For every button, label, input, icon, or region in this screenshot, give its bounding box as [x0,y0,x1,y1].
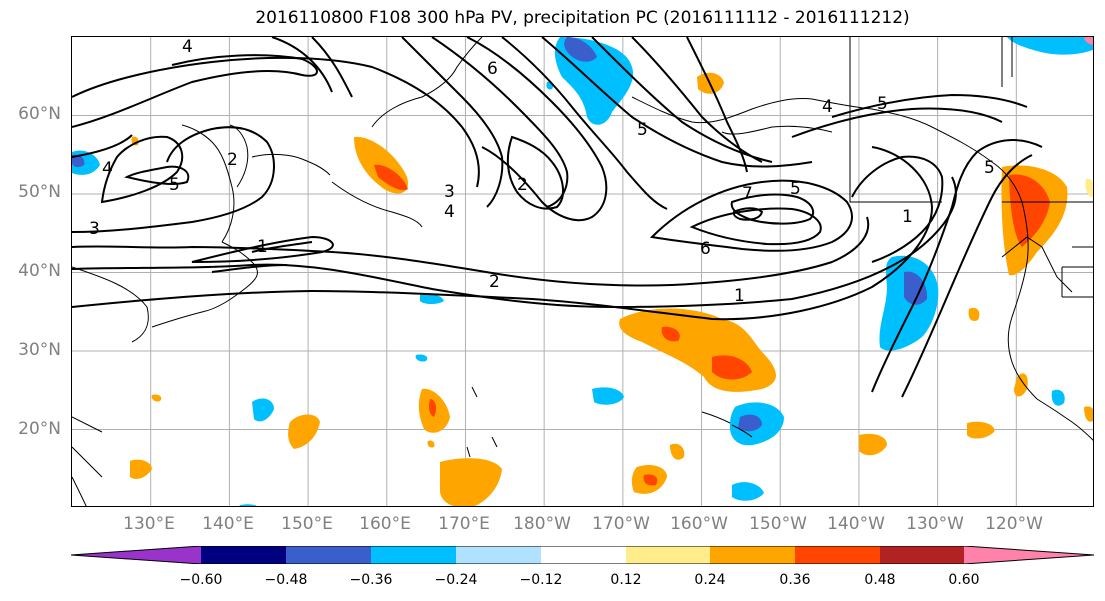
pv-label: 4 [444,202,455,222]
pv-label: 6 [487,59,498,79]
map-svg: 4 6 5 4 5 4 5 3 2 3 2 4 7 5 1 5 1 6 2 1 [72,37,1093,506]
pv-label: 5 [637,120,648,140]
lon-label-130e: 130°E [123,514,175,534]
pv-label: 2 [517,175,528,195]
colorbar-tick-label: 0.60 [948,572,980,588]
lon-label-120w: 120°W [985,514,1043,534]
lon-label-170e: 170°E [438,514,490,534]
graticule [72,37,1093,506]
colorbar-segment [456,546,541,564]
lon-label-140w: 140°W [827,514,885,534]
colorbar-tick-label: −0.36 [349,572,393,588]
colorbar-extend-low [71,546,201,564]
pv-label: 3 [444,182,455,202]
pv-label: 5 [790,179,801,199]
colorbar-segment [710,546,795,564]
lon-label-160e: 160°E [359,514,411,534]
lon-label-130w: 130°W [906,514,964,534]
pv-label: 4 [182,37,193,57]
colorbar-segment [880,546,964,564]
colorbar-tick-label: 0.36 [779,572,811,588]
colorbar-tick-label: −0.60 [179,572,223,588]
lon-label-170w: 170°W [592,514,650,534]
colorbar-segment [201,546,286,564]
pv-contours [72,37,1043,398]
colorbar-tick-label: −0.48 [264,572,308,588]
lat-label-60n: 60°N [18,104,61,124]
lat-label-30n: 30°N [18,340,61,360]
lon-label-150e: 150°E [281,514,333,534]
pv-label: 4 [102,159,113,179]
pv-label: 2 [227,150,238,170]
pv-label: 5 [169,175,180,195]
pv-label: 4 [822,97,833,117]
pv-label: 2 [489,272,500,292]
pv-label: 1 [257,237,268,257]
lat-label-40n: 40°N [18,261,61,281]
colorbar-segment [286,546,371,564]
lon-label-150w: 150°W [749,514,807,534]
colorbar-tick-label: 0.12 [610,572,642,588]
lat-label-20n: 20°N [18,419,61,439]
lat-label-50n: 50°N [18,182,61,202]
lon-label-180w: 180°W [513,514,571,534]
lon-label-140e: 140°E [202,514,254,534]
colorbar-tick-label: −0.24 [434,572,478,588]
colorbar-segment [541,546,626,564]
political-borders [849,37,1093,298]
map-plot-area: 4 6 5 4 5 4 5 3 2 3 2 4 7 5 1 5 1 6 2 1 [71,36,1094,507]
pv-label: 5 [984,158,995,178]
pv-label: 7 [742,184,753,204]
pv-label: 1 [902,207,913,227]
pv-label: 5 [877,94,888,114]
lon-label-160w: 160°W [670,514,728,534]
colorbar [71,546,1094,564]
colorbar-segment [626,546,710,564]
pv-label: 1 [734,286,745,306]
colorbar-segment [795,546,880,564]
pv-label: 6 [700,239,711,259]
pv-contour-labels: 4 6 5 4 5 4 5 3 2 3 2 4 7 5 1 5 1 6 2 1 [89,37,995,306]
colorbar-segment [371,546,456,564]
map-title: 2016110800 F108 300 hPa PV, precipitatio… [255,8,910,28]
colorbar-tick-label: −0.12 [519,572,563,588]
precip-shading [72,37,1093,506]
colorbar-tick-label: 0.24 [694,572,726,588]
pv-label: 3 [89,219,100,239]
colorbar-extend-high [964,546,1094,564]
colorbar-tick-label: 0.48 [864,572,896,588]
